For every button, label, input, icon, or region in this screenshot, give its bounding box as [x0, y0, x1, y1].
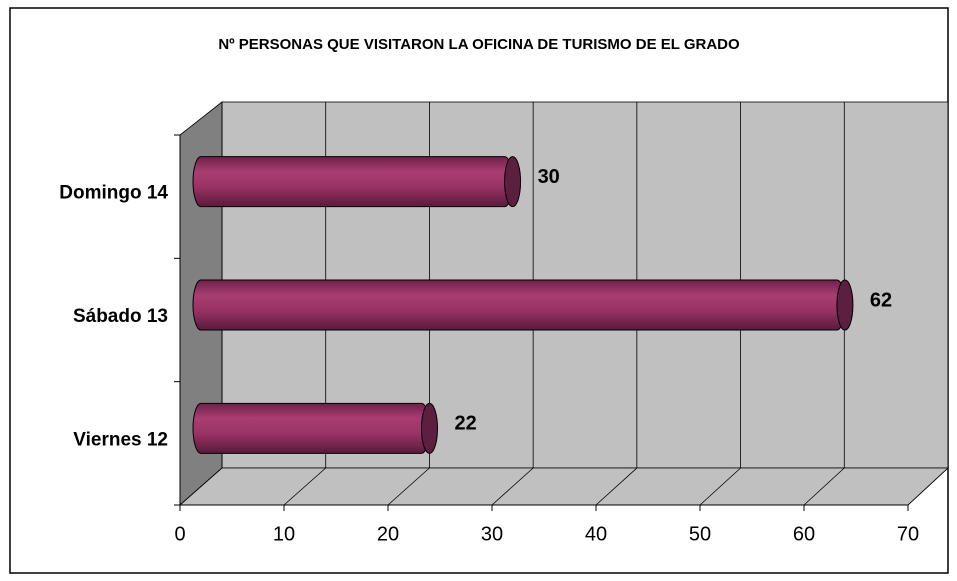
x-tick-label: 60: [793, 523, 815, 545]
chart-title: Nº PERSONAS QUE VISITARON LA OFICINA DE …: [218, 36, 740, 53]
x-tick-label: 30: [481, 523, 503, 545]
x-tick-label: 40: [585, 523, 607, 545]
y-tick-label: Sábado 13: [73, 306, 168, 327]
x-tick-label: 10: [273, 523, 295, 545]
x-tick-label: 0: [174, 523, 185, 545]
bar: [192, 156, 514, 208]
bar-cap: [504, 156, 522, 208]
floor-grid-line: [803, 467, 845, 506]
bar-cap: [836, 279, 854, 331]
y-tick-label: Viernes 12: [73, 429, 168, 450]
y-tick-label: Domingo 14: [59, 183, 168, 204]
x-tick-label: 20: [377, 523, 399, 545]
x-tick-label: 70: [897, 523, 919, 545]
bar: [192, 279, 846, 331]
data-label: 62: [870, 289, 892, 311]
floor: [178, 467, 950, 506]
floor-grid-line: [491, 467, 534, 506]
x-tick-label: 50: [689, 523, 711, 545]
data-label: 22: [454, 413, 476, 435]
floor-grid-line: [699, 467, 741, 506]
floor-grid-line: [907, 467, 949, 506]
floor-grid-line: [595, 467, 638, 506]
floor-grid-line: [283, 467, 326, 506]
floor-grid-line: [387, 467, 430, 506]
floor-grid-line: [179, 467, 223, 506]
bar: [192, 402, 430, 454]
bar-cap: [420, 402, 438, 454]
data-label: 30: [538, 166, 560, 188]
